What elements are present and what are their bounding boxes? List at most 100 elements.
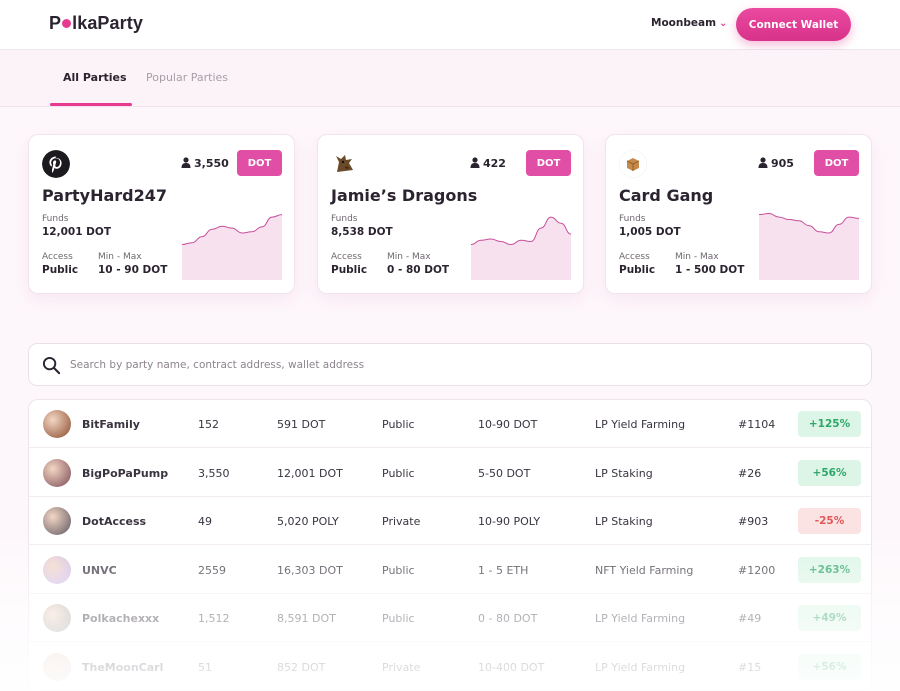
strategy-cell: NFT Yield Farming <box>595 563 694 577</box>
logo-dot-icon <box>62 19 72 28</box>
party-card[interactable]: 905 DOT Card Gang Funds 1,005 DOT Access Publi… <box>605 134 872 294</box>
party-name[interactable]: DotAccess <box>82 515 147 528</box>
member-count: 3,550 <box>181 157 229 170</box>
rank-cell: #903 <box>738 515 769 528</box>
logo-text-end: lkaParty <box>72 13 143 33</box>
rank-cell: #26 <box>738 466 762 480</box>
min-max-value: 10 - 90 DOT <box>98 264 168 276</box>
access-cell: Public <box>382 563 415 577</box>
table-row[interactable]: TheMoonCarl 51 852 DOT Private 10-400 DOT LP … <box>29 643 871 690</box>
access-cell: Private <box>382 515 421 528</box>
search-icon <box>42 356 61 375</box>
rank-cell: #49 <box>738 612 762 625</box>
change-badge: +125% <box>798 411 861 437</box>
party-card[interactable]: 422 DOT Jamie’s Dragons Funds 8,538 DOT Acces… <box>317 134 584 294</box>
member-count: 905 <box>758 157 794 170</box>
party-avatar <box>43 604 71 632</box>
change-badge: +263% <box>798 556 861 583</box>
funds-label: Funds <box>42 214 69 224</box>
party-card[interactable]: 3,550 DOT PartyHard247 Funds 12,001 DOT Acces… <box>28 134 295 294</box>
change-badge: +56% <box>798 459 861 486</box>
party-name[interactable]: BigPoPaPump <box>82 466 169 480</box>
member-count: 152 <box>198 418 219 431</box>
funds-trend-chart <box>471 216 571 280</box>
member-count-value: 905 <box>771 157 794 170</box>
access-value: Public <box>331 264 368 276</box>
funds-cell: 12,001 DOT <box>277 466 343 480</box>
party-name[interactable]: TheMoonCarl <box>82 660 164 674</box>
member-count-value: 3,550 <box>194 157 229 170</box>
min-max-label: Min - Max <box>675 252 719 262</box>
members-icon <box>470 157 480 168</box>
strategy-cell: LP Yield Farming <box>595 612 686 625</box>
member-count: 1,512 <box>198 612 230 625</box>
search-input[interactable] <box>70 354 850 376</box>
party-name: Card Gang <box>619 186 714 205</box>
table-row[interactable]: Polkachexxx 1,512 8,591 DOT Public 0 - 80 DO… <box>29 594 871 642</box>
access-cell: Public <box>382 418 415 431</box>
change-badge: +56% <box>798 653 861 680</box>
party-name: Jamie’s Dragons <box>331 186 478 205</box>
table-row[interactable]: BitFamily 152 591 DOT Public 10-90 DOT LP Yie… <box>29 400 871 448</box>
funds-trend-chart <box>759 212 859 280</box>
table-row[interactable]: DotAccess 49 5,020 POLY Private 10-90 POLY LP… <box>29 497 871 545</box>
table-row[interactable]: UNVC 2559 16,303 DOT Public 1 - 5 ETH NFT Yie… <box>29 546 871 594</box>
party-name: PartyHard247 <box>42 186 167 205</box>
dragon-avatar-icon <box>331 150 359 178</box>
members-icon <box>181 157 191 168</box>
tab-popular-parties[interactable]: Popular Parties <box>146 71 229 84</box>
access-value: Public <box>619 264 656 276</box>
funds-cell: 591 DOT <box>277 418 326 431</box>
strategy-cell: LP Yield Farming <box>595 418 686 431</box>
party-name[interactable]: BitFamily <box>82 418 140 431</box>
funds-label: Funds <box>331 214 358 224</box>
party-name[interactable]: UNVC <box>82 563 117 577</box>
party-name[interactable]: Polkachexxx <box>82 612 160 625</box>
party-tabs: All Parties Popular Parties <box>0 50 900 107</box>
funds-cell: 16,303 DOT <box>277 563 343 577</box>
trend-area <box>471 217 571 280</box>
trend-line <box>471 216 571 246</box>
min-max-label: Min - Max <box>387 252 431 262</box>
search-bar <box>28 343 872 386</box>
active-tab-indicator <box>50 103 132 106</box>
party-avatar <box>43 555 71 584</box>
strategy-cell: LP Staking <box>595 466 653 480</box>
connect-wallet-button[interactable]: Connect Wallet <box>736 8 851 41</box>
tab-all-parties[interactable]: All Parties <box>63 71 127 84</box>
funds-cell: 8,591 DOT <box>277 612 336 625</box>
pinterest-logo-icon <box>42 150 70 178</box>
change-badge: -25% <box>798 508 861 534</box>
token-badge[interactable]: DOT <box>526 150 571 176</box>
token-badge[interactable]: DOT <box>237 150 282 176</box>
box-icon <box>619 150 647 178</box>
min-max-label: Min - Max <box>98 252 142 262</box>
min-max-cell: 10-90 POLY <box>478 515 541 528</box>
strategy-cell: LP Yield Farming <box>595 660 686 674</box>
network-selector[interactable]: Moonbeam ⌄ <box>651 17 727 29</box>
member-count: 51 <box>198 660 212 674</box>
funds-trend-chart <box>182 214 282 280</box>
members-icon <box>758 157 768 168</box>
trend-line <box>182 214 282 246</box>
min-max-cell: 10-400 DOT <box>478 660 545 674</box>
strategy-cell: LP Staking <box>595 515 653 528</box>
trend-area <box>182 214 282 280</box>
trend-area <box>759 213 859 280</box>
rank-cell: #15 <box>738 660 762 674</box>
network-label: Moonbeam <box>651 17 717 29</box>
min-max-cell: 0 - 80 DOT <box>478 612 538 625</box>
member-count-value: 422 <box>483 157 506 170</box>
funds-label: Funds <box>619 214 646 224</box>
party-avatar <box>43 652 71 681</box>
access-label: Access <box>42 252 73 262</box>
trend-line <box>759 212 859 234</box>
change-badge: +49% <box>798 605 861 631</box>
min-max-cell: 1 - 5 ETH <box>478 563 529 577</box>
table-row[interactable]: BigPoPaPump 3,550 12,001 DOT Public 5-50 DOT… <box>29 449 871 497</box>
token-badge[interactable]: DOT <box>814 150 859 176</box>
funds-value: 8,538 DOT <box>331 226 393 238</box>
member-count: 3,550 <box>198 466 230 480</box>
funds-value: 12,001 DOT <box>42 226 111 238</box>
